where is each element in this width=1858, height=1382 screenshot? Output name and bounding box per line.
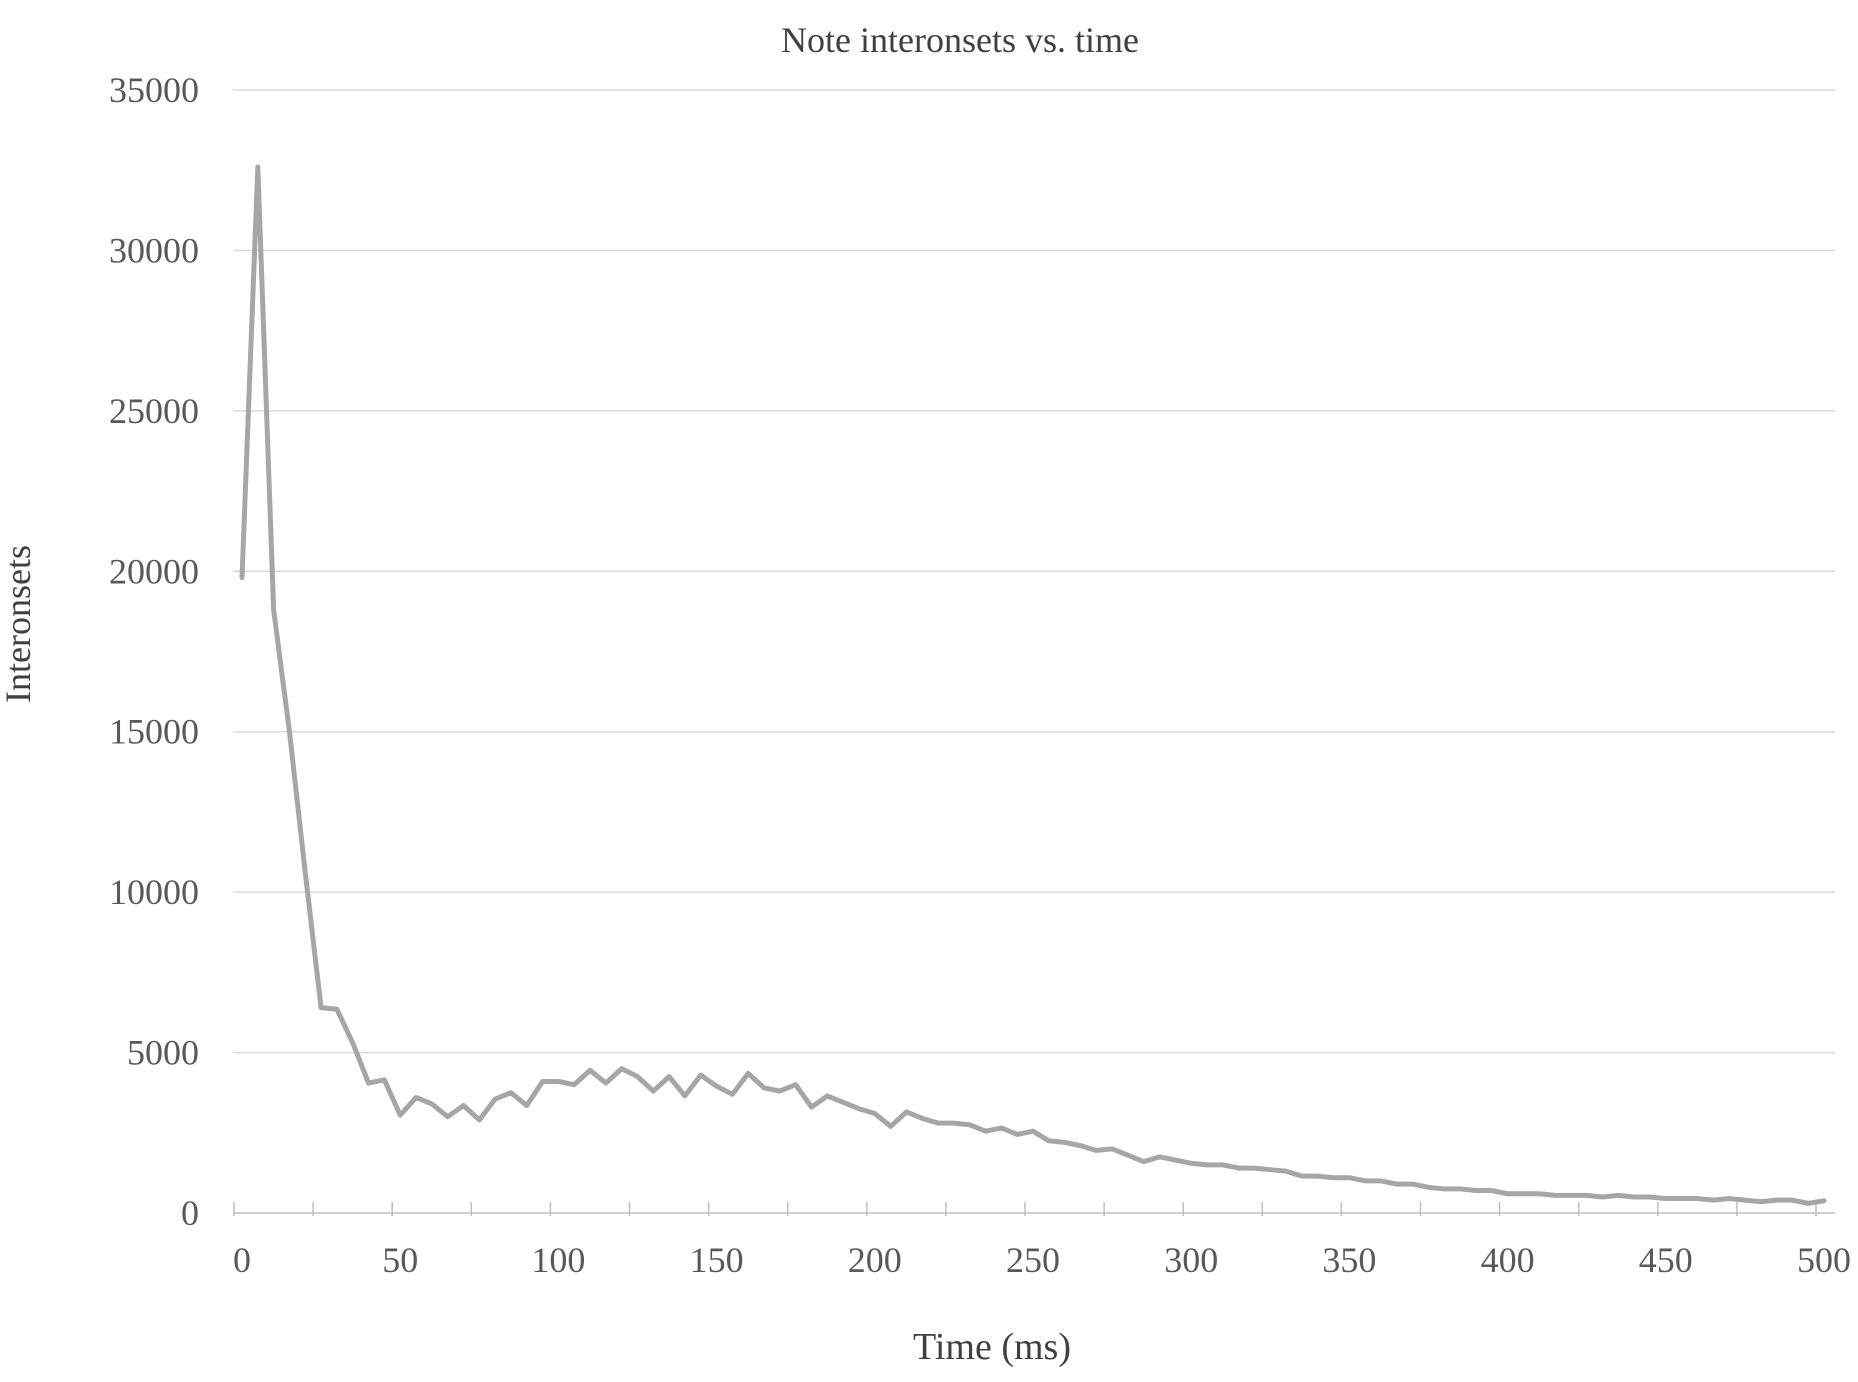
y-tick-label: 30000 bbox=[109, 230, 199, 270]
y-tick-label: 10000 bbox=[109, 872, 199, 912]
y-axis-tick-labels: 0 5000 10000 15000 20000 25000 30000 35000 bbox=[109, 70, 199, 1233]
x-axis-label: Time (ms) bbox=[913, 1326, 1071, 1368]
x-tick-label: 450 bbox=[1639, 1240, 1693, 1280]
x-tick-label: 0 bbox=[233, 1240, 251, 1280]
y-tick-label: 0 bbox=[181, 1193, 199, 1233]
gridlines bbox=[233, 89, 1835, 1054]
y-axis-label: Interonsets bbox=[0, 545, 38, 703]
x-tick-label: 350 bbox=[1322, 1240, 1376, 1280]
x-tick-label: 200 bbox=[848, 1240, 902, 1280]
y-tick-label: 5000 bbox=[127, 1033, 199, 1073]
series-layer bbox=[239, 164, 1827, 1206]
x-tick-label: 100 bbox=[531, 1240, 585, 1280]
x-tick-label: 250 bbox=[1006, 1240, 1060, 1280]
x-tick-label: 50 bbox=[382, 1240, 418, 1280]
series-line-0 bbox=[239, 164, 1827, 1206]
y-tick-label: 25000 bbox=[109, 391, 199, 431]
x-axis bbox=[233, 1202, 1835, 1216]
y-tick-label: 15000 bbox=[109, 712, 199, 752]
y-tick-label: 20000 bbox=[109, 551, 199, 591]
x-tick-label: 300 bbox=[1164, 1240, 1218, 1280]
x-tick-label: 500 bbox=[1797, 1240, 1851, 1280]
chart-title: Note interonsets vs. time bbox=[781, 20, 1139, 60]
x-axis-tick-labels: 0 50 100 150 200 250 300 350 400 450 500 bbox=[233, 1240, 1851, 1280]
y-tick-label: 35000 bbox=[109, 70, 199, 110]
x-tick-label: 400 bbox=[1481, 1240, 1535, 1280]
x-tick-label: 150 bbox=[690, 1240, 744, 1280]
